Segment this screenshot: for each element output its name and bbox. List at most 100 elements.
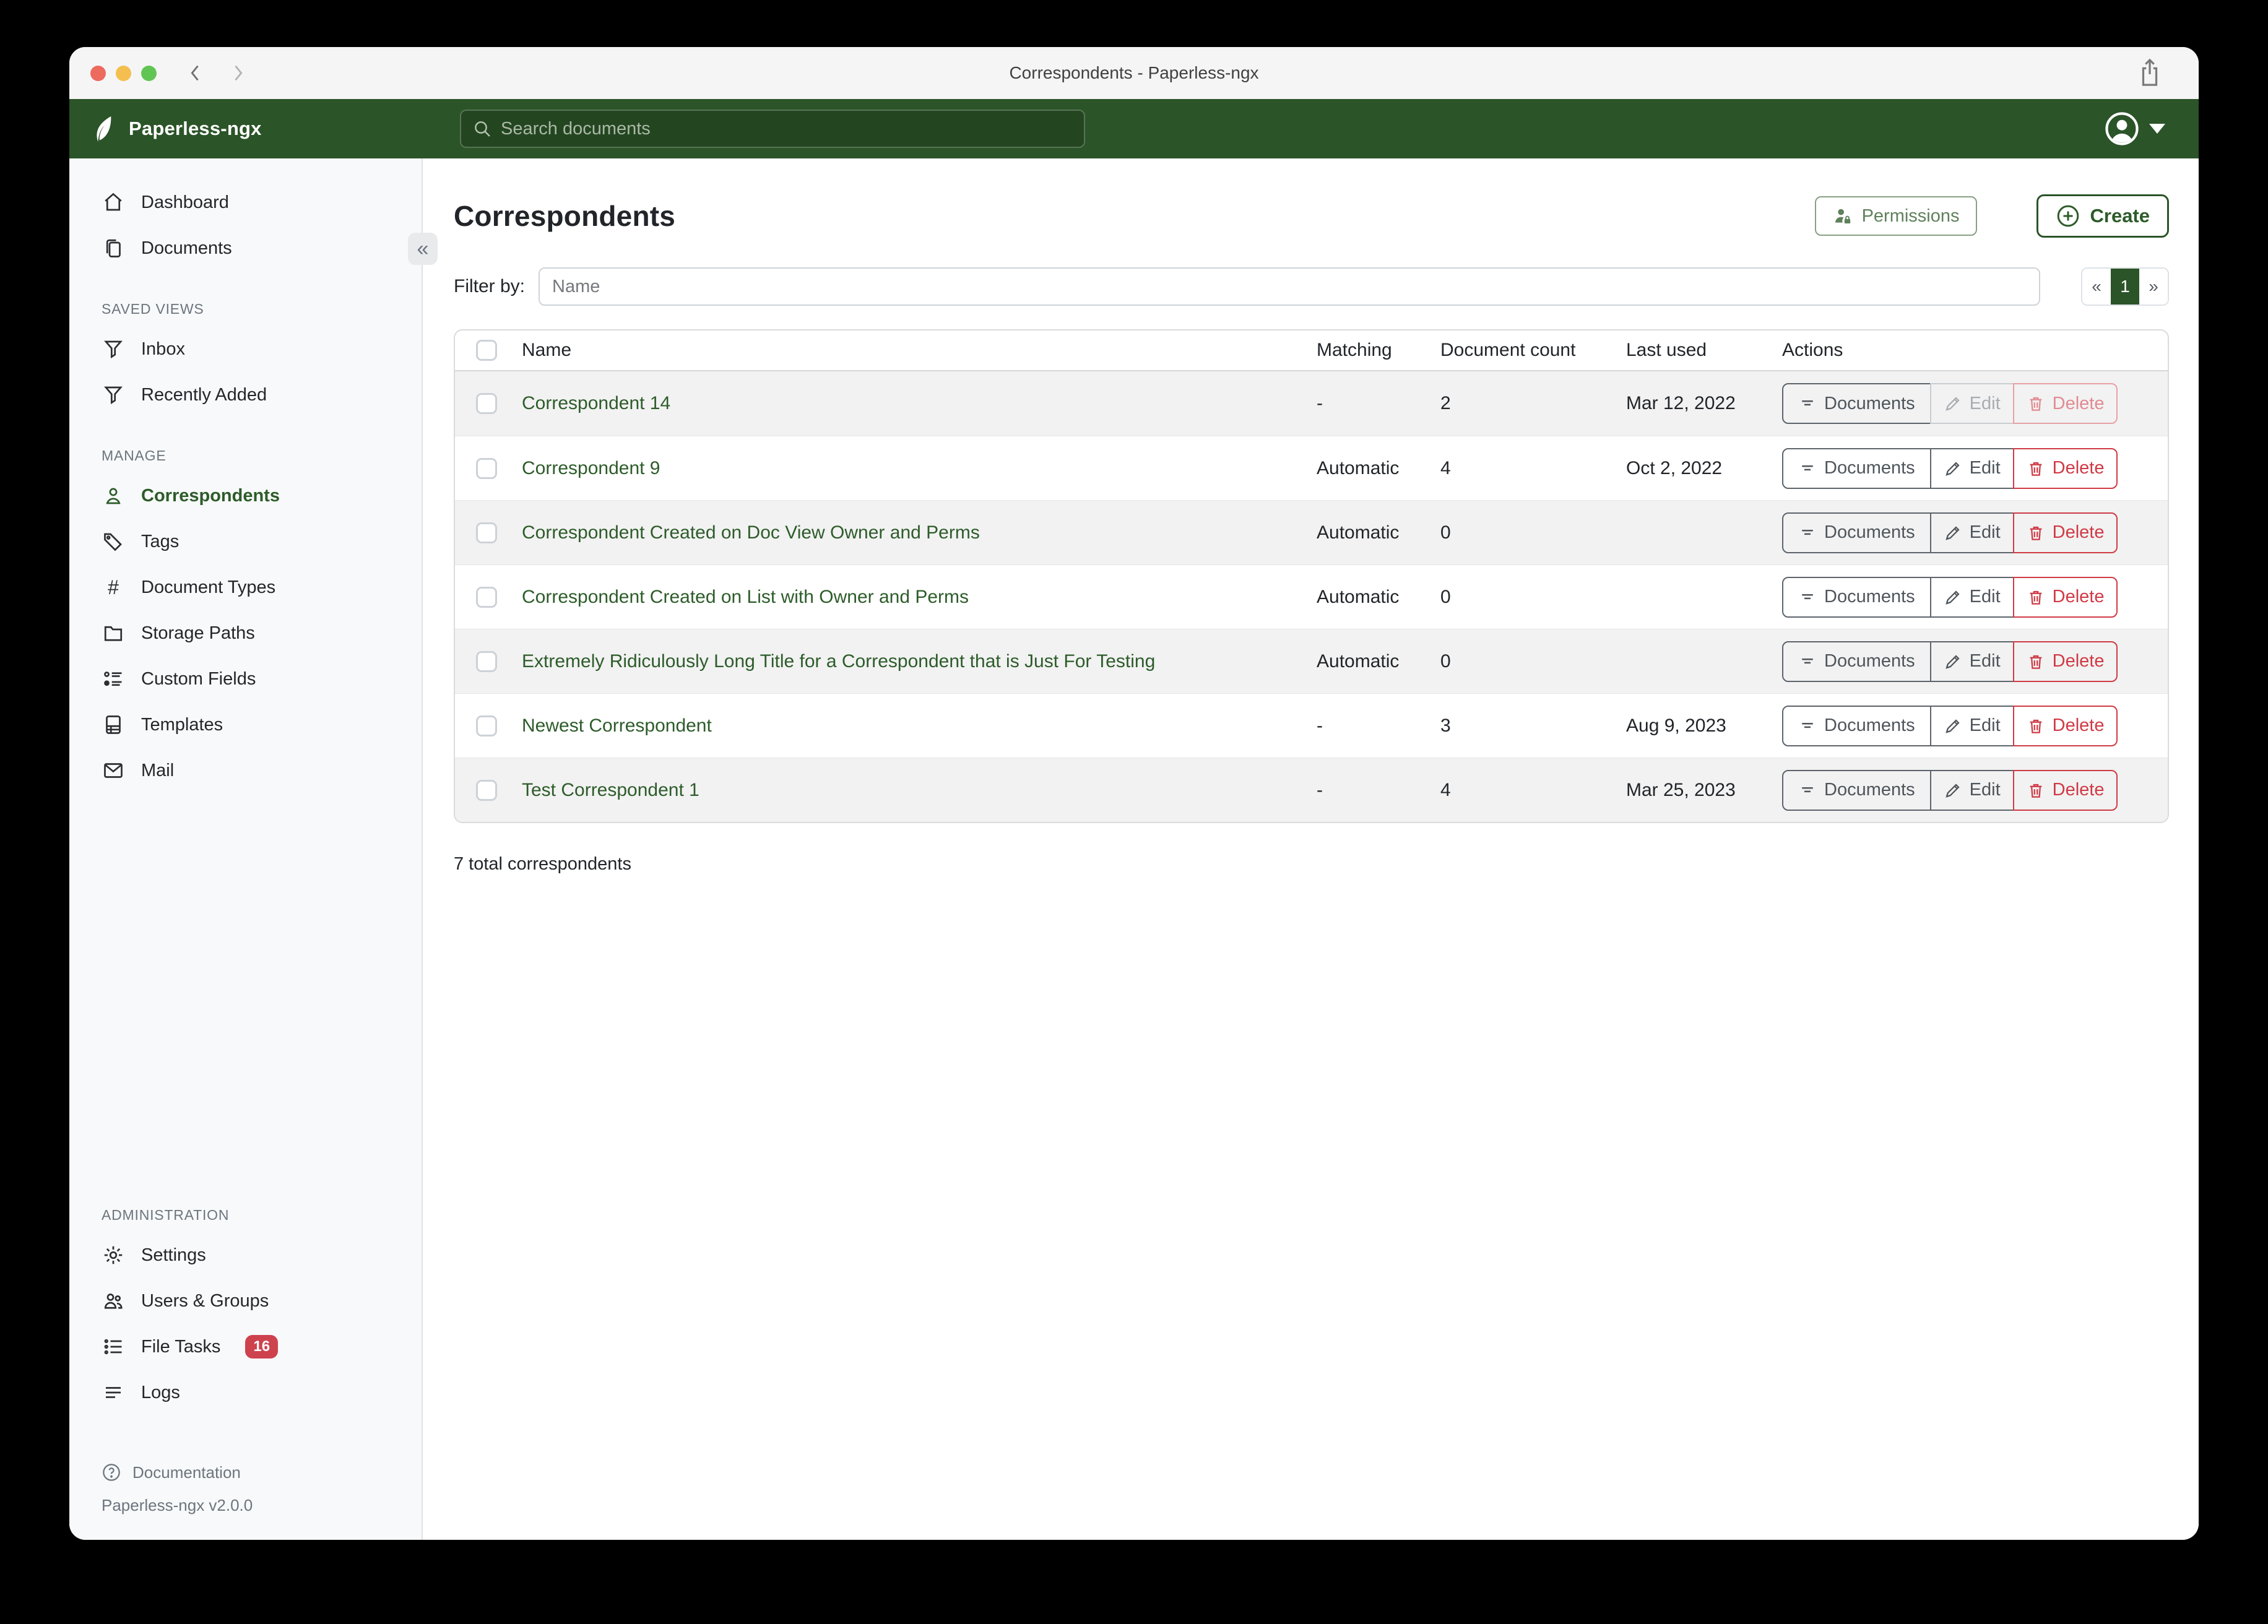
edit-button[interactable]: Edit <box>1929 512 2014 553</box>
filter-lines-icon <box>1798 394 1817 413</box>
matching-value: Automatic <box>1317 457 1400 478</box>
sidebar-item-file-tasks[interactable]: File Tasks 16 <box>69 1324 422 1370</box>
sidebar-item-logs[interactable]: Logs <box>69 1370 422 1415</box>
matching-value: Automatic <box>1317 522 1400 543</box>
edit-button[interactable]: Edit <box>1929 383 2014 424</box>
create-button[interactable]: Create <box>2036 194 2169 238</box>
sidebar-item-label: Mail <box>141 760 175 780</box>
brand-name: Paperless-ngx <box>129 118 262 139</box>
documents-button[interactable]: Documents <box>1782 447 1931 489</box>
pencil-icon <box>1944 459 1962 478</box>
row-checkbox[interactable] <box>476 586 497 608</box>
sidebar-item-templates[interactable]: Templates <box>69 702 422 748</box>
sidebar-collapse-button[interactable]: « <box>408 233 438 265</box>
back-icon[interactable] <box>185 63 206 84</box>
correspondent-link[interactable]: Test Correspondent 1 <box>522 779 699 800</box>
documents-button[interactable]: Documents <box>1782 705 1931 746</box>
forward-icon[interactable] <box>227 63 248 84</box>
pagination-prev-button[interactable]: « <box>2082 269 2111 304</box>
documentation-link[interactable]: Documentation <box>69 1455 422 1490</box>
sidebar-item-inbox[interactable]: Inbox <box>69 326 422 372</box>
documents-button[interactable]: Documents <box>1782 576 1931 618</box>
row-checkbox[interactable] <box>476 457 497 479</box>
table-row: Test Correspondent 1 - 4 Mar 25, 2023 Do… <box>455 758 2168 822</box>
documents-button[interactable]: Documents <box>1782 641 1931 682</box>
correspondent-link[interactable]: Correspondent 14 <box>522 393 671 413</box>
filter-name-input[interactable] <box>539 267 2040 306</box>
delete-button[interactable]: Delete <box>2012 576 2118 618</box>
correspondent-link[interactable]: Extremely Ridiculously Long Title for a … <box>522 650 1156 672</box>
sidebar-item-documents[interactable]: Documents <box>69 225 422 271</box>
sidebar-item-custom-fields[interactable]: Custom Fields <box>69 656 422 702</box>
correspondent-link[interactable]: Newest Correspondent <box>522 715 712 736</box>
traffic-lights <box>90 65 157 81</box>
caret-down-icon[interactable] <box>2149 124 2165 134</box>
edit-button[interactable]: Edit <box>1929 641 2014 682</box>
sidebar-item-tags[interactable]: Tags <box>69 519 422 564</box>
delete-button[interactable]: Delete <box>2012 447 2118 489</box>
correspondent-link[interactable]: Correspondent Created on List with Owner… <box>522 586 969 607</box>
permissions-button[interactable]: Permissions <box>1814 196 1977 236</box>
correspondent-link[interactable]: Correspondent Created on Doc View Owner … <box>522 522 980 543</box>
manage-section-label: MANAGE <box>102 447 167 464</box>
sidebar-item-users-groups[interactable]: Users & Groups <box>69 1278 422 1324</box>
funnel-icon <box>102 384 125 406</box>
user-avatar-icon[interactable] <box>2105 111 2139 146</box>
close-window-button[interactable] <box>90 65 106 81</box>
funnel-icon <box>102 338 125 360</box>
column-header-matching[interactable]: Matching <box>1317 340 1392 360</box>
column-header-last-used[interactable]: Last used <box>1626 340 1707 360</box>
correspondent-link[interactable]: Correspondent 9 <box>522 457 660 478</box>
sidebar-item-label: Document Types <box>141 577 276 597</box>
edit-button[interactable]: Edit <box>1929 447 2014 489</box>
sidebar-item-dashboard[interactable]: Dashboard <box>69 179 422 225</box>
row-checkbox[interactable] <box>476 650 497 672</box>
documents-button[interactable]: Documents <box>1782 769 1931 811</box>
documents-button[interactable]: Documents <box>1782 512 1931 553</box>
home-icon <box>102 191 125 214</box>
app-version: Paperless-ngx v2.0.0 <box>102 1496 253 1514</box>
pagination-next-button[interactable]: » <box>2139 269 2168 304</box>
delete-button[interactable]: Delete <box>2012 769 2118 811</box>
app-window: Correspondents - Paperless-ngx Paperless… <box>69 47 2199 1540</box>
share-icon[interactable] <box>2136 58 2164 89</box>
select-all-checkbox[interactable] <box>476 340 497 361</box>
brand[interactable]: Paperless-ngx <box>90 114 262 143</box>
matching-value: - <box>1317 779 1323 800</box>
sidebar-item-label: Settings <box>141 1245 206 1265</box>
trash-icon <box>2027 524 2045 542</box>
delete-button[interactable]: Delete <box>2012 512 2118 553</box>
column-header-name[interactable]: Name <box>522 340 572 360</box>
search-input[interactable] <box>501 118 1073 139</box>
sidebar-item-label: File Tasks <box>141 1336 221 1357</box>
column-header-count[interactable]: Document count <box>1440 340 1576 360</box>
row-checkbox[interactable] <box>476 715 497 736</box>
lines-icon <box>102 1381 125 1404</box>
delete-button[interactable]: Delete <box>2012 705 2118 746</box>
minimize-window-button[interactable] <box>116 65 131 81</box>
edit-button[interactable]: Edit <box>1929 705 2014 746</box>
last-used-value: Mar 12, 2022 <box>1626 393 1736 413</box>
sidebar-item-label: Recently Added <box>141 384 267 405</box>
row-checkbox[interactable] <box>476 522 497 543</box>
row-checkbox[interactable] <box>476 393 497 414</box>
delete-button[interactable]: Delete <box>2012 641 2118 682</box>
edit-button[interactable]: Edit <box>1929 576 2014 618</box>
table-row: Correspondent Created on List with Owner… <box>455 564 2168 629</box>
table-header-row: Name Matching Document count Last used A… <box>455 330 2168 371</box>
sidebar-item-storage-paths[interactable]: Storage Paths <box>69 610 422 656</box>
delete-button[interactable]: Delete <box>2012 383 2118 424</box>
edit-button[interactable]: Edit <box>1929 769 2014 811</box>
sidebar-item-mail[interactable]: Mail <box>69 748 422 793</box>
tag-icon <box>102 530 125 553</box>
pagination-page-1[interactable]: 1 <box>2111 269 2139 304</box>
matching-value: - <box>1317 393 1323 413</box>
sidebar-item-document-types[interactable]: # Document Types <box>69 564 422 610</box>
sidebar-item-correspondents[interactable]: Correspondents <box>69 473 422 519</box>
filter-label: Filter by: <box>454 276 526 296</box>
row-checkbox[interactable] <box>476 779 497 801</box>
documents-button[interactable]: Documents <box>1782 383 1931 424</box>
sidebar-item-settings[interactable]: Settings <box>69 1232 422 1278</box>
sidebar-item-recently-added[interactable]: Recently Added <box>69 372 422 418</box>
zoom-window-button[interactable] <box>141 65 157 81</box>
